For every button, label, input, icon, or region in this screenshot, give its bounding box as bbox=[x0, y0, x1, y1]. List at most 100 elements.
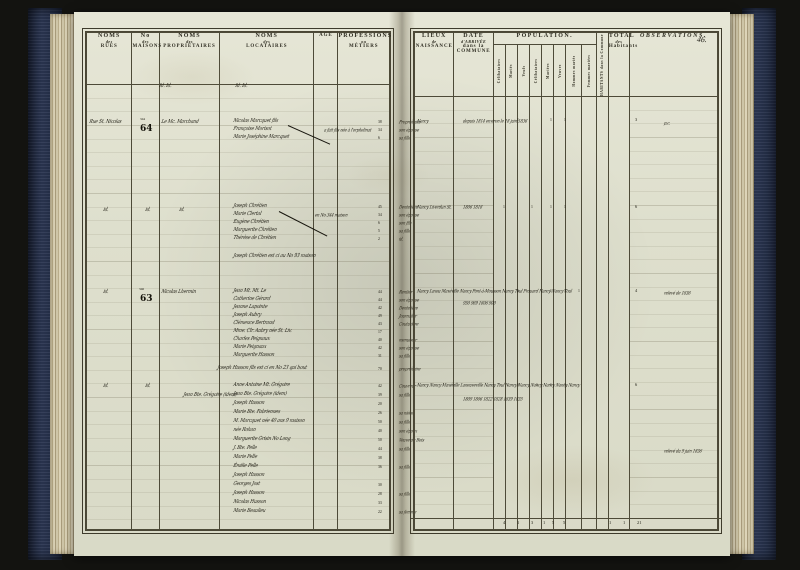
cell-total bbox=[607, 96, 631, 530]
block-4-age-5: 40 bbox=[378, 429, 382, 433]
cell-proprietaires bbox=[158, 84, 221, 530]
ditto-proprietaires: Id. Id. bbox=[158, 83, 173, 90]
block-2-locataire-0: Joseph Chrétien bbox=[232, 203, 268, 210]
block-4-locataire-14: Marie Beaulieu bbox=[232, 508, 266, 515]
pop-subhead-6: Hommes mariés bbox=[565, 44, 582, 97]
block-1-locataire-1: Françoise Morisot bbox=[232, 126, 273, 133]
block-2-age-1: 34 bbox=[378, 213, 382, 217]
block-4-age-2: 20 bbox=[378, 402, 382, 406]
block-4-observations: relevé du 9 juin 1836 bbox=[663, 447, 703, 454]
block-1-pop-1: 1 bbox=[517, 118, 519, 122]
block-3-pop-6: 1 bbox=[578, 289, 580, 293]
block-2-locataire-3: Marguerite Chrétien bbox=[232, 227, 278, 234]
block-4-locataire-11: Georges Jost bbox=[232, 481, 261, 488]
block-4-pop-3: 1 bbox=[536, 383, 538, 387]
block-4-age-7: 44 bbox=[378, 447, 382, 451]
right-page: LIEUX de NAISSANCE DATE d'ARRIVÉE dans l… bbox=[402, 12, 730, 556]
block-4-age-8: 38 bbox=[378, 456, 382, 460]
block-2-locataire-1: Marie Clertal bbox=[232, 211, 262, 218]
block-4-age-14: 22 bbox=[378, 510, 382, 514]
block-4-locataire-9: Émilie Pelle bbox=[232, 463, 259, 470]
block-3-total: 4 bbox=[635, 288, 638, 293]
block-3-age-9: 70 bbox=[378, 367, 382, 371]
block-4-locataire-12: Joseph Husson bbox=[232, 490, 265, 497]
total-val-0: 4 bbox=[503, 520, 506, 525]
grand-total: 21 bbox=[637, 520, 642, 525]
col-header-professions: PROFESSIONS ou MÉTIERS bbox=[337, 32, 391, 85]
col-header-numero-maisons: No des MAISONS bbox=[131, 32, 161, 85]
block-2-date: 1806 1818 bbox=[462, 203, 484, 210]
pop-subhead-2: Veufs bbox=[516, 44, 531, 97]
cell-lieux-naissance bbox=[413, 96, 455, 530]
block-4-age-9: 36 bbox=[378, 465, 382, 469]
block-3-pop-1: 1 bbox=[517, 289, 519, 293]
block-2-extra-line: Joseph Chrétien est ci au No 93 maison bbox=[232, 253, 317, 260]
total-val-3: 1 bbox=[543, 520, 546, 525]
block-1-maison-written: 64 bbox=[140, 124, 153, 134]
block-4-locataire-13: Nicolas Husson bbox=[232, 499, 267, 506]
block-2-pop-4: 1 bbox=[550, 205, 552, 209]
right-header-row-sub: Célibataires Mariés Veufs Célibataires M… bbox=[415, 44, 718, 97]
block-4-age-13: 33 bbox=[378, 501, 382, 505]
block-1-age-0: 38 bbox=[378, 120, 382, 124]
block-3-locataire-6: Charles Peignaux bbox=[232, 336, 271, 343]
block-4-locataire-5: née Rohan bbox=[232, 427, 257, 434]
block-3-locataire-2: Jeanne Lapointe bbox=[232, 304, 268, 311]
block-3-locataire-1: Catherine Gérard bbox=[232, 296, 271, 303]
cell-pop-6 bbox=[565, 96, 582, 530]
block-3-date: 950 969 1806 900 bbox=[462, 299, 497, 306]
block-3-locataire-3: Joseph Aubry bbox=[232, 312, 262, 319]
block-1-age-2: 6 bbox=[378, 136, 380, 140]
block-3-locataire-8: Marguerite Husson bbox=[232, 352, 275, 359]
open-page-spread: NOMS des RUES No des MAISONS bbox=[74, 12, 730, 556]
block-3-observations: relevé de 1836 bbox=[663, 289, 692, 296]
cell-pop-3 bbox=[529, 96, 543, 530]
block-3-pop-5: 1 bbox=[564, 289, 566, 293]
block-4-pop-4: 1 bbox=[550, 383, 552, 387]
block-3-pop-4: 1 bbox=[550, 289, 552, 293]
block-1-age-1: 34 bbox=[378, 128, 382, 132]
cell-pop-2 bbox=[516, 96, 531, 530]
block-4-total: 6 bbox=[635, 382, 638, 387]
block-4-locataire-7: J. Bte. Pelle bbox=[232, 445, 258, 452]
cell-habitants bbox=[595, 96, 609, 530]
cell-numero-maisons bbox=[131, 84, 160, 530]
pop-subhead-4: Mariées bbox=[541, 44, 555, 97]
block-4-locataire-0: Anne Antoine Mt. Grégoire bbox=[232, 382, 291, 389]
block-2-pop-6: 1 bbox=[564, 205, 566, 209]
block-3-age-0: 44 bbox=[378, 290, 382, 294]
col-header-age: ÂGE bbox=[313, 32, 339, 85]
block-4-age-11: 30 bbox=[378, 483, 382, 487]
block-3-age-8: 31 bbox=[378, 354, 382, 358]
block-3-age-4: 43 bbox=[378, 322, 382, 326]
col-header-lieux-naissance: LIEUX de NAISSANCE bbox=[413, 32, 455, 97]
cell-observations bbox=[629, 96, 718, 530]
block-3-maison-written: 63 bbox=[140, 294, 153, 304]
cell-pop-1 bbox=[504, 96, 519, 530]
block-3-locataire-5: Mme. Clr. Aubry née St. Liv. bbox=[232, 328, 293, 335]
right-page-ruled-frame: LIEUX de NAISSANCE DATE d'ARRIVÉE dans l… bbox=[410, 28, 722, 534]
block-4-age-12: 28 bbox=[378, 492, 382, 496]
total-val-1: 1 bbox=[517, 520, 520, 525]
block-3-age-7: 42 bbox=[378, 346, 382, 350]
block-4-age-4: 50 bbox=[378, 420, 382, 424]
pop-subhead-7: Femmes mariées bbox=[580, 44, 597, 97]
totals-row: 4 1 3 1 5 5 1 1 21 bbox=[411, 518, 721, 533]
cell-pop-4 bbox=[541, 96, 555, 530]
block-1-annotation: a fait fils née à l'orphelinat bbox=[323, 126, 373, 133]
block-2-age-3: 5 bbox=[378, 229, 380, 233]
block-4-pop-1: 1 bbox=[517, 383, 519, 387]
bound-register-book: NOMS des RUES No des MAISONS bbox=[28, 8, 776, 560]
block-4-locataire-10: Joseph Husson bbox=[232, 472, 265, 479]
block-3-age-3: 49 bbox=[378, 314, 382, 318]
cell-pop-5 bbox=[553, 96, 567, 530]
block-4-locataire-2: Joseph Husson bbox=[232, 400, 265, 407]
block-3-locataire-0: Jean Mt. Mt. Le bbox=[232, 288, 267, 295]
block-3-locataire-4: Clémence Bertrand bbox=[232, 320, 275, 327]
block-1-pop-4: 1 bbox=[550, 118, 552, 122]
col-header-date-arrivee: DATE d'ARRIVÉE dans la COMMUNE bbox=[453, 32, 494, 97]
block-1-locataire-0: Nicolas Marcquet fils bbox=[232, 118, 279, 125]
block-4-age-3: 26 bbox=[378, 411, 382, 415]
block-4-locataire-1: Jean Bte. Grégoire (idem) bbox=[232, 391, 288, 398]
